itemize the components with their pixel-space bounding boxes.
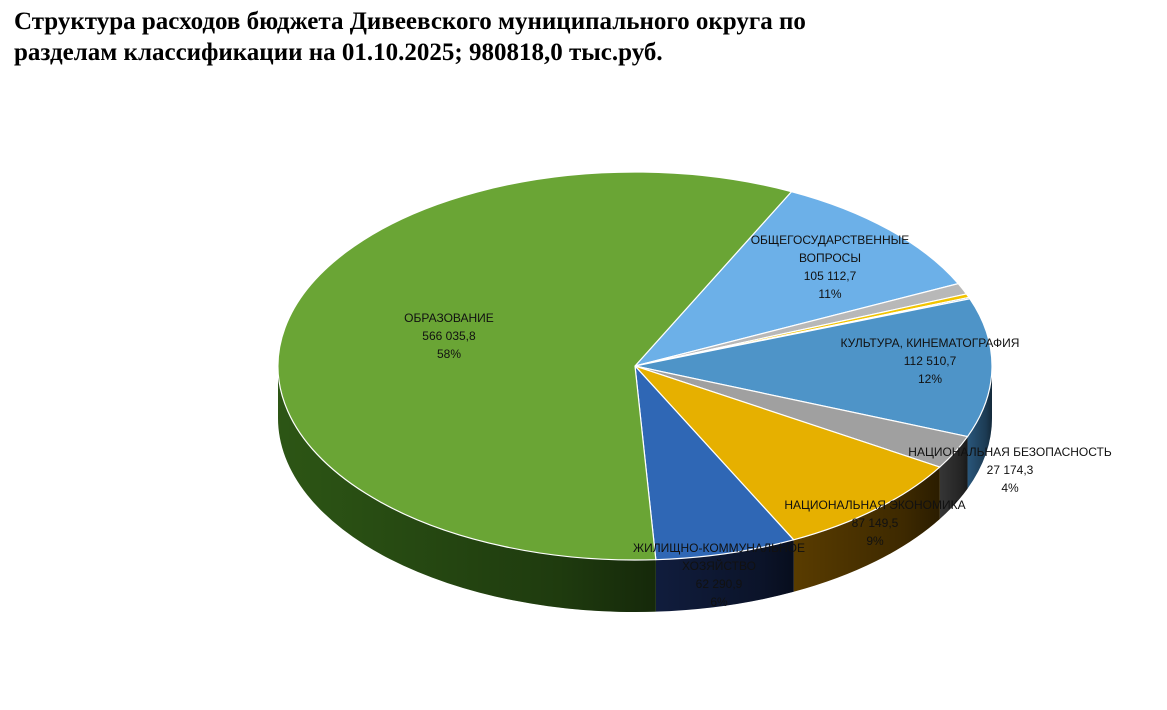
slice-label-4-line-2: 12% [918, 372, 942, 386]
chart-title-line-1: Структура расходов бюджета Дивеевского м… [14, 8, 806, 35]
slice-label-8: ОБРАЗОВАНИЕ 566 035,8 58% [404, 311, 494, 361]
slice-label-7-line-1: ХОЗЯЙСТВО [682, 558, 756, 573]
slice-side-5-shade [939, 436, 968, 520]
slice-label-8-line-1: 566 035,8 [422, 329, 476, 343]
slice-top-6 [634, 365, 941, 541]
slice-label-0-line-2: 105 112,7 [804, 269, 857, 283]
slice-label-8-line-0: ОБРАЗОВАНИЕ [404, 311, 494, 325]
slice-top-7 [634, 365, 795, 561]
slice-label-8-line-2: 58% [437, 347, 461, 361]
slice-label-6-line-1: 87 149,5 [852, 516, 899, 530]
slice-side-6-shade [793, 467, 940, 592]
slice-label-5-line-0: НАЦИОНАЛЬНАЯ БЕЗОПАСНОСТЬ [908, 445, 1112, 459]
chart-title-line-2: разделам классификации на 01.10.2025; 98… [14, 39, 663, 66]
slice-label-0-line-0: ОБЩЕГОСУДАРСТВЕННЫЕ [751, 233, 910, 247]
slice-label-6: НАЦИОНАЛЬНАЯ ЭКОНОМИКА 87 149,5 9% [784, 498, 965, 548]
slice-label-7: ЖИЛИЩНО-КОММУНАЛЬНОЕ ХОЗЯЙСТВО 62 290,9 6% [633, 541, 805, 609]
slice-label-6-line-0: НАЦИОНАЛЬНАЯ ЭКОНОМИКА [784, 498, 965, 512]
slice-side-4-shade [967, 366, 992, 489]
pie-tops [277, 171, 993, 561]
slice-label-6-line-2: 9% [866, 534, 884, 548]
pie-labels: ОБЩЕГОСУДАРСТВЕННЫЕ ВОПРОСЫ 105 112,7 11% КУ… [404, 233, 1112, 609]
slice-label-5: НАЦИОНАЛЬНАЯ БЕЗОПАСНОСТЬ 27 174,3 4% [908, 445, 1112, 495]
slice-label-4: КУЛЬТУРА, КИНЕМАТОГРАФИЯ 112 510,7 12% [841, 336, 1020, 386]
slice-label-7-line-2: 62 290,9 [696, 577, 743, 591]
slice-top-4 [634, 298, 993, 438]
slice-label-7-line-3: 6% [710, 595, 728, 609]
slice-label-5-line-1: 27 174,3 [987, 463, 1034, 477]
slice-label-0-line-3: 11% [818, 287, 841, 301]
slice-side-8-shade [278, 366, 656, 612]
slice-label-4-line-1: 112 510,7 [904, 354, 957, 368]
slice-label-5-line-2: 4% [1001, 481, 1019, 495]
slice-top-8 [277, 171, 793, 561]
slice-label-0-line-1: ВОПРОСЫ [799, 251, 861, 265]
slice-label-7-line-0: ЖИЛИЩНО-КОММУНАЛЬНОЕ [633, 541, 805, 555]
chart-title: Структура расходов бюджета Дивеевского м… [14, 6, 1114, 68]
slice-label-4-line-0: КУЛЬТУРА, КИНЕМАТОГРАФИЯ [841, 336, 1020, 350]
slice-top-0 [634, 191, 959, 367]
slice-label-0: ОБЩЕГОСУДАРСТВЕННЫЕ ВОПРОСЫ 105 112,7 11% [751, 233, 910, 301]
